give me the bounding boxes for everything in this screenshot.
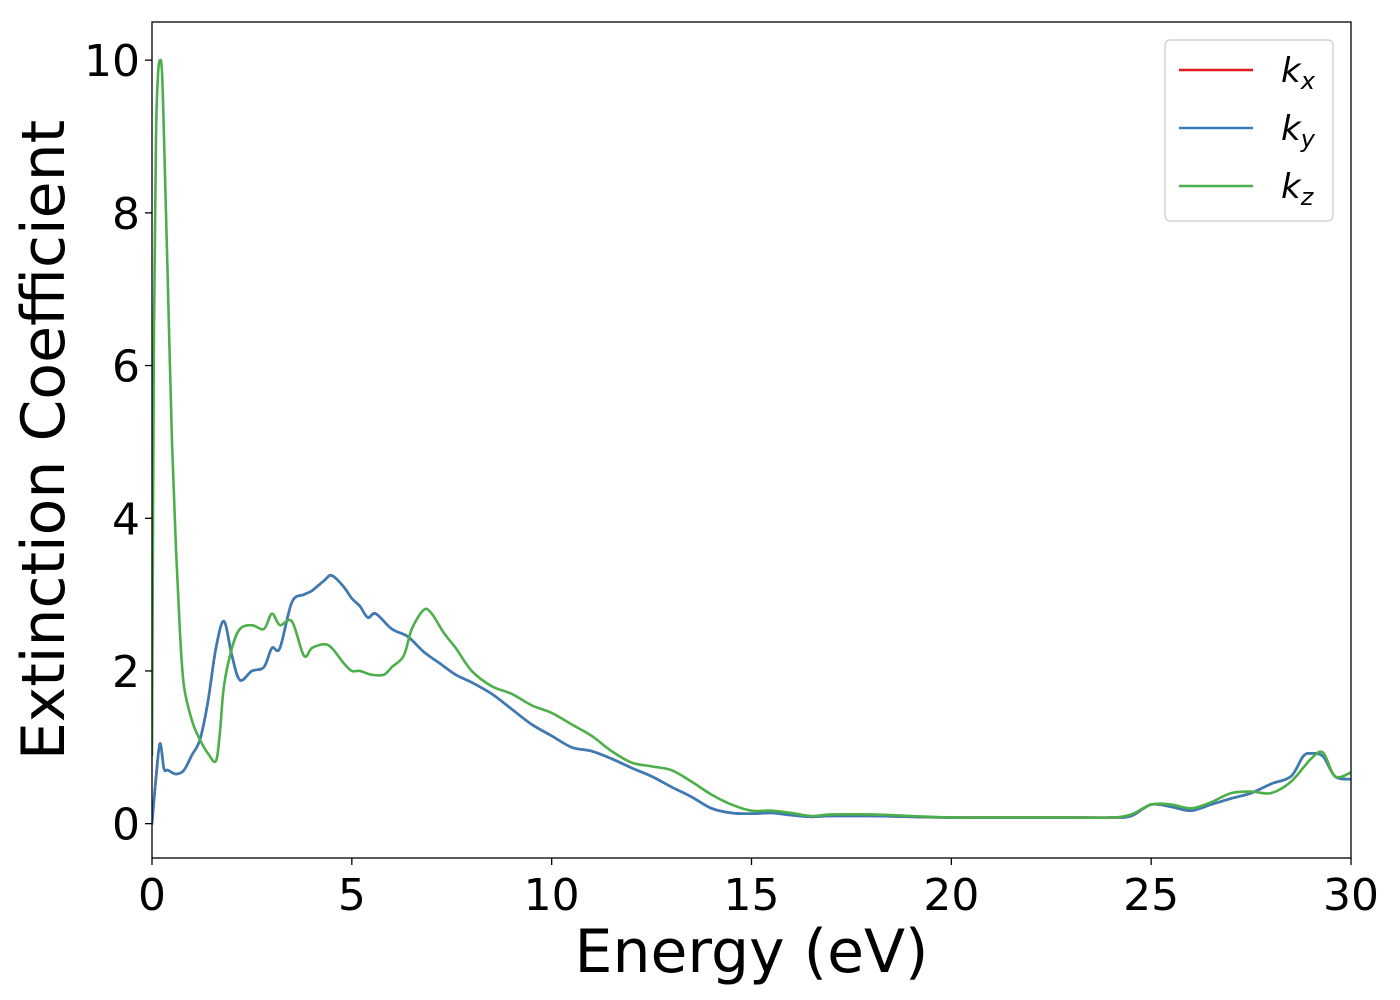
y-axis-title: Extinction Coefficient [9, 120, 79, 760]
x-tick-label: 0 [138, 870, 166, 921]
y-tick-label: 10 [84, 36, 140, 87]
plot-series-group [152, 58, 1351, 825]
x-tick-label: 30 [1323, 870, 1379, 921]
y-tick-label: 2 [112, 647, 140, 698]
y-tick-label: 0 [112, 800, 140, 851]
series-line-kz [152, 58, 1351, 820]
x-tick-label: 25 [1123, 870, 1179, 921]
legend-box [1164, 39, 1334, 222]
series-line-kx [152, 574, 1351, 825]
x-axis-ticks: 0 5 10 15 20 25 30 [138, 858, 1379, 921]
y-tick-label: 6 [112, 342, 140, 393]
y-tick-label: 4 [112, 494, 140, 545]
x-tick-label: 10 [524, 870, 580, 921]
x-axis-title: Energy (eV) [575, 917, 929, 987]
x-tick-label: 15 [724, 870, 780, 921]
series-line-ky [152, 574, 1351, 825]
y-tick-label: 8 [112, 189, 140, 240]
x-tick-label: 5 [338, 870, 366, 921]
x-tick-label: 20 [923, 870, 979, 921]
y-axis-ticks: 0 2 4 6 8 10 [84, 36, 152, 851]
